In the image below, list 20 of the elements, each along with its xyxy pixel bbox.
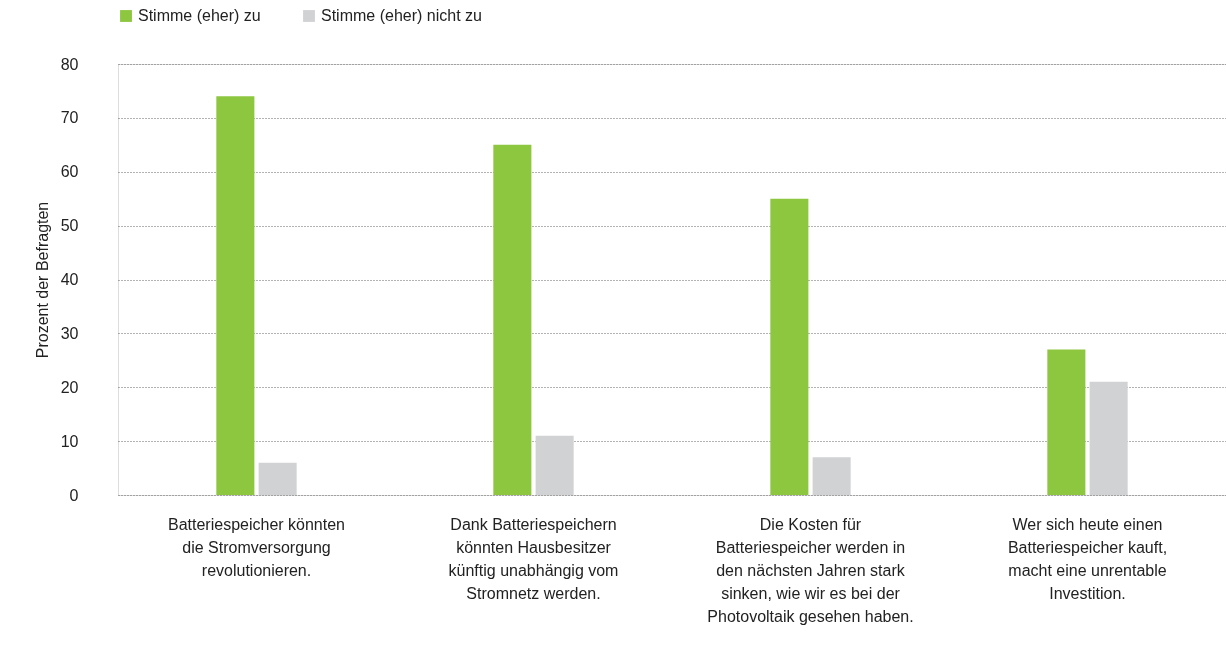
y-axis-title: Prozent der Befragten [33, 201, 51, 359]
legend-label: Stimme (eher) zu [138, 7, 261, 24]
bar [1047, 349, 1086, 495]
y-tick-label: 70 [60, 109, 79, 127]
y-tick-label: 0 [69, 486, 79, 504]
legend-label: Stimme (eher) nicht zu [321, 7, 482, 24]
y-tick-label: 80 [60, 55, 79, 73]
bar [493, 144, 532, 495]
y-tick-label: 60 [60, 163, 79, 181]
y-tick-label: 10 [60, 432, 79, 450]
bar [216, 96, 255, 495]
bar [770, 198, 809, 495]
x-tick-label: Die Kosten für Batteriespeicher werden in den nächsten Jahren stark sinken, wie wir es bei der Photovoltaik gesehen haben. [707, 516, 914, 625]
x-tick-label: Dank Batteriespeichern könnten Hausbesitzer künftig unabhängig vom Stromnetz werden. [448, 516, 619, 602]
y-tick-label: 30 [60, 324, 79, 342]
x-tick-label: Wer sich heute einen Batteriespeicher kauft, macht eine unrentable Investition. [1007, 516, 1168, 602]
y-tick-label: 20 [60, 378, 79, 396]
y-tick-label: 40 [60, 271, 79, 288]
x-tick-label: Batteriespeicher könnten die Stromversorgung revolutionieren. [168, 516, 345, 579]
y-tick-label: 50 [60, 217, 79, 235]
